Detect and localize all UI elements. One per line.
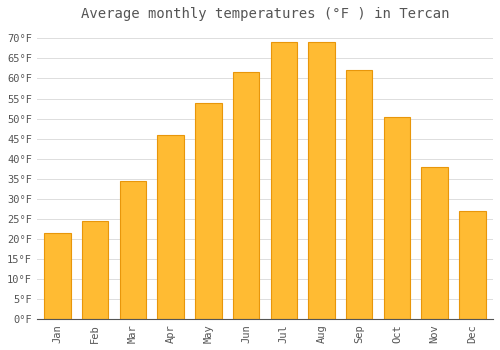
Bar [158, 135, 184, 320]
Bar [120, 181, 146, 320]
Bar [384, 117, 410, 320]
Bar [44, 233, 70, 320]
Bar [233, 72, 260, 320]
Bar [422, 167, 448, 320]
Bar [346, 70, 372, 320]
Bar [308, 42, 334, 320]
Bar [459, 211, 485, 320]
Bar [270, 42, 297, 320]
Bar [82, 221, 108, 320]
Bar [195, 103, 222, 320]
Title: Average monthly temperatures (°F ) in Tercan: Average monthly temperatures (°F ) in Te… [80, 7, 449, 21]
